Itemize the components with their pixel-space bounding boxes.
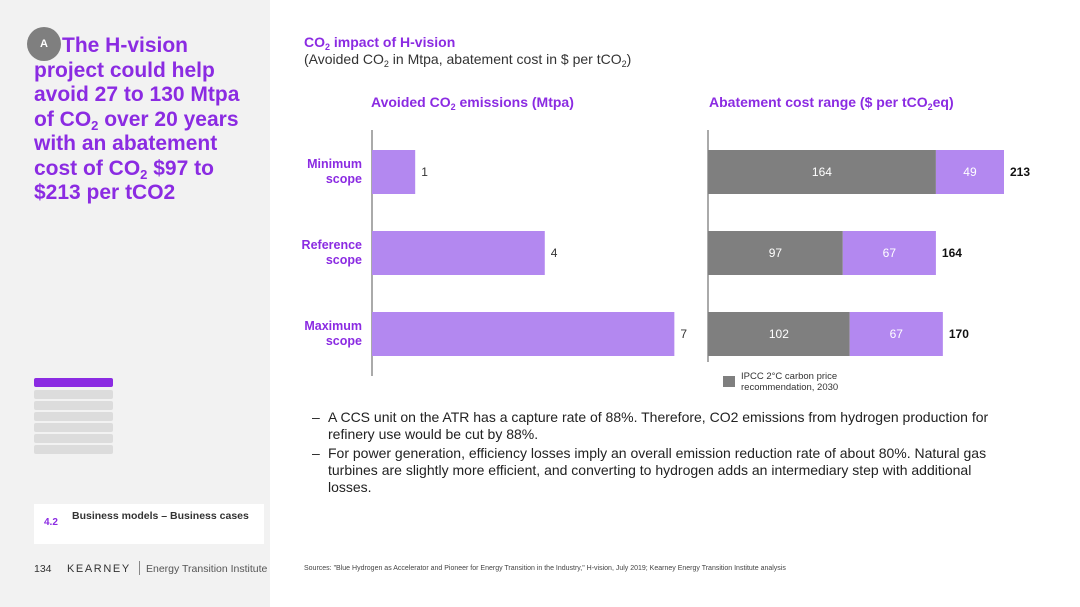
section-number: 4.2 bbox=[44, 517, 58, 528]
segment-value-label: 164 bbox=[812, 165, 832, 179]
kearney-logo: KEARNEY bbox=[67, 563, 131, 575]
avoided-emissions-bar bbox=[372, 231, 545, 275]
abatement-ipcc-segment bbox=[708, 150, 936, 194]
avoided-emissions-title: Avoided CO2 emissions (Mtpa) bbox=[371, 94, 574, 112]
total-value-label: 170 bbox=[949, 327, 969, 341]
avoided-emissions-value: 1 bbox=[421, 165, 428, 179]
avoided-emissions-bar bbox=[372, 150, 416, 194]
segment-value-label: 102 bbox=[769, 327, 789, 341]
nav-bar[interactable] bbox=[34, 434, 113, 443]
section-label: Business models – Business cases bbox=[72, 510, 249, 522]
segment-value-label: 67 bbox=[890, 327, 904, 341]
right-panel bbox=[270, 0, 1080, 607]
segment-value-label: 49 bbox=[963, 165, 977, 179]
nav-bar[interactable] bbox=[34, 423, 113, 432]
abatement-additional-segment bbox=[842, 231, 936, 275]
page-number: 134 bbox=[34, 563, 52, 575]
category-label: Minimum scope bbox=[307, 157, 362, 186]
abatement-ipcc-segment bbox=[708, 231, 843, 275]
abatement-additional-segment bbox=[849, 312, 943, 356]
nav-bar[interactable] bbox=[34, 445, 113, 454]
avoided-emissions-bar bbox=[372, 312, 675, 356]
avoided-emissions-value: 4 bbox=[551, 246, 558, 260]
segment-value-label: 97 bbox=[769, 246, 783, 260]
bullet-item: For power generation, efficiency losses … bbox=[312, 445, 1012, 496]
nav-bar[interactable] bbox=[34, 412, 113, 421]
abatement-ipcc-segment bbox=[708, 312, 850, 356]
abatement-additional-segment bbox=[935, 150, 1004, 194]
bullet-item: A CCS unit on the ATR has a capture rate… bbox=[312, 409, 1012, 443]
section-indicator[interactable]: 4.2 Business models – Business cases bbox=[34, 504, 264, 544]
nav-bar-active[interactable] bbox=[34, 378, 113, 387]
bullet-list: A CCS unit on the ATR has a capture rate… bbox=[312, 409, 1012, 498]
chart-subtitle: (Avoided CO2 in Mtpa, abatement cost in … bbox=[304, 51, 632, 69]
category-label: Reference scope bbox=[302, 238, 362, 267]
chart-title: CO2 impact of H-vision bbox=[304, 34, 456, 52]
sources-note: Sources: "Blue Hydrogen as Accelerator a… bbox=[304, 565, 786, 572]
avoided-emissions-value: 7 bbox=[680, 327, 687, 341]
nav-bar[interactable] bbox=[34, 390, 113, 399]
category-label: Maximum scope bbox=[304, 319, 362, 348]
total-value-label: 164 bbox=[942, 246, 962, 260]
legend-swatch-ipcc bbox=[723, 376, 735, 387]
nav-bar[interactable] bbox=[34, 401, 113, 410]
headline: The H-vision project could help avoid 27… bbox=[34, 34, 240, 204]
institute-name: Energy Transition Institute bbox=[146, 563, 268, 575]
abatement-cost-title: Abatement cost range ($ per tCO2eq) bbox=[709, 94, 954, 112]
legend-label-ipcc: IPCC 2°C carbon price recommendation, 20… bbox=[741, 371, 839, 393]
total-value-label: 213 bbox=[1010, 165, 1030, 179]
segment-value-label: 67 bbox=[883, 246, 897, 260]
section-badge: A bbox=[27, 27, 61, 61]
footer-divider bbox=[139, 561, 140, 575]
